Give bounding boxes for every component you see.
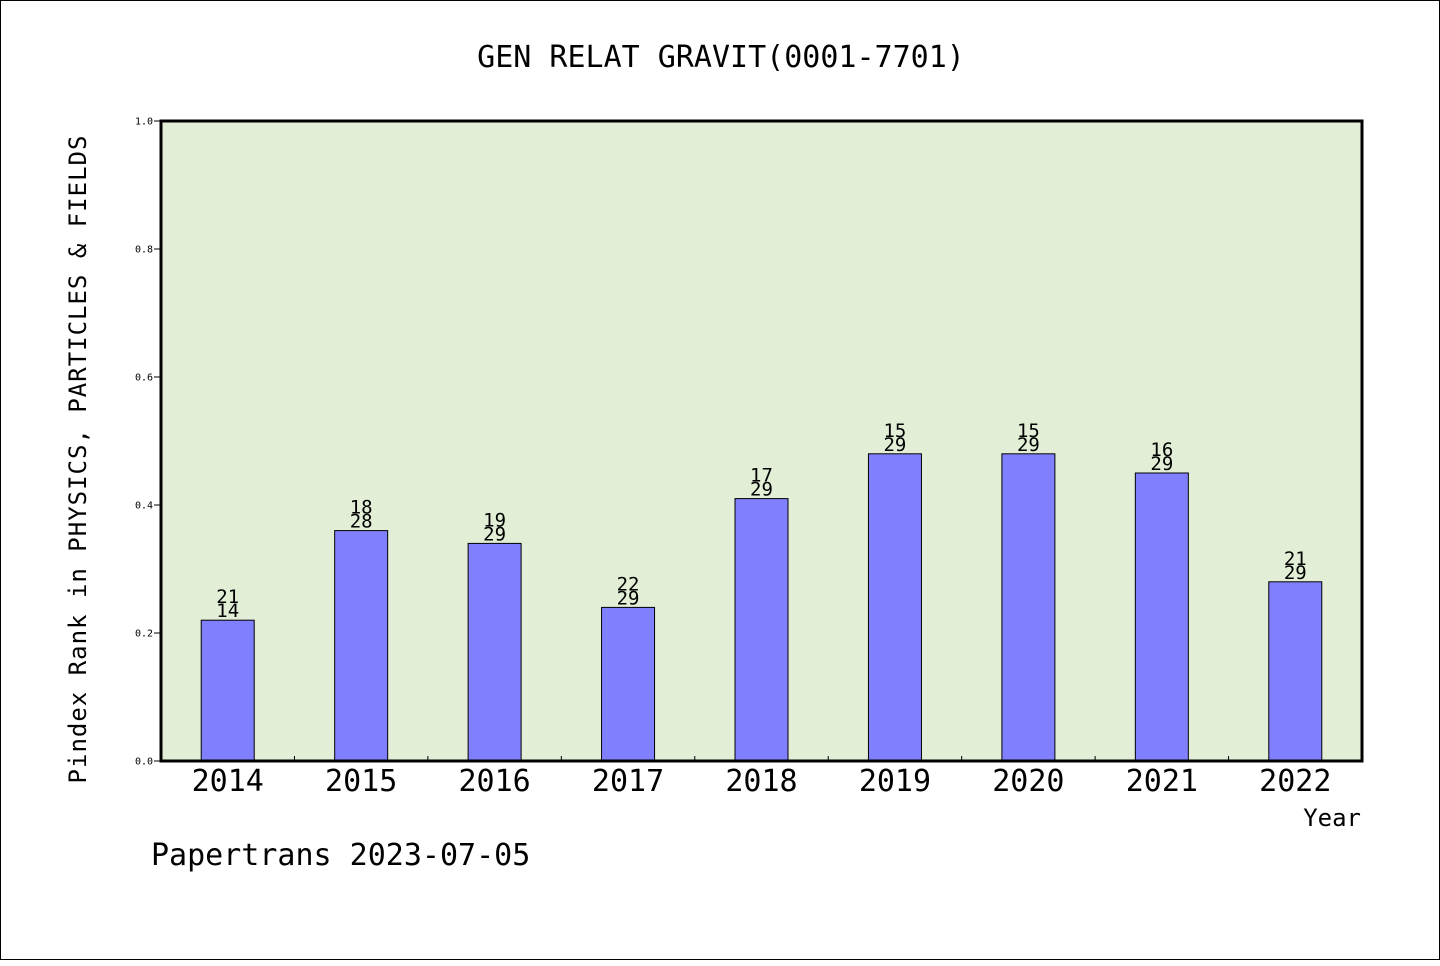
bar-2018 bbox=[734, 498, 789, 762]
bar-2015 bbox=[334, 530, 389, 762]
data-label-rank: 15 bbox=[883, 420, 906, 442]
y-axis-label: Pindex Rank in PHYSICS, PARTICLES & FIEL… bbox=[64, 135, 92, 784]
x-tick-label: 2015 bbox=[325, 764, 397, 799]
data-label-rank: 19 bbox=[483, 509, 506, 531]
bar-2014 bbox=[200, 619, 255, 762]
data-label-total: 28 bbox=[350, 511, 373, 533]
data-label-rank: 15 bbox=[1017, 420, 1040, 442]
footer-credit: Papertrans 2023-07-05 bbox=[151, 838, 530, 873]
data-label-rank: 21 bbox=[1284, 548, 1307, 570]
x-tick-label: 2016 bbox=[458, 764, 530, 799]
data-label-total: 14 bbox=[216, 600, 239, 622]
bar-2016 bbox=[467, 542, 522, 762]
data-label-rank: 17 bbox=[750, 465, 773, 487]
x-tick-label: 2020 bbox=[992, 764, 1064, 799]
y-tick-label: 1.0 bbox=[135, 117, 153, 128]
data-label-total: 29 bbox=[883, 434, 906, 456]
data-label-rank: 22 bbox=[617, 573, 640, 595]
data-label-total: 29 bbox=[1150, 453, 1173, 475]
x-tick-label: 2022 bbox=[1259, 764, 1331, 799]
x-tick-label: 2021 bbox=[1126, 764, 1198, 799]
y-tick-label: 0.4 bbox=[135, 501, 153, 512]
data-label-rank: 18 bbox=[350, 497, 373, 519]
plot-border bbox=[159, 119, 1364, 763]
x-tick-label: 2014 bbox=[192, 764, 264, 799]
x-axis-ticks: 2014 2015 2016 2017 2018 2019 2020 2021 2022 bbox=[192, 756, 1331, 799]
x-tick-label: 2019 bbox=[859, 764, 931, 799]
y-axis-ticks: 0.0 0.2 0.4 0.6 0.8 1.0 bbox=[135, 117, 161, 768]
y-tick-label: 0.0 bbox=[135, 757, 153, 768]
bar-2020 bbox=[1001, 453, 1056, 762]
y-tick-label: 0.2 bbox=[135, 629, 153, 640]
x-axis-label: Year bbox=[1303, 804, 1361, 832]
bar-2017 bbox=[601, 606, 656, 762]
data-label-rank: 21 bbox=[216, 586, 239, 608]
bar-2022 bbox=[1268, 581, 1323, 762]
x-tick-label: 2018 bbox=[725, 764, 797, 799]
bars bbox=[200, 453, 1323, 762]
data-label-total: 29 bbox=[1284, 562, 1307, 584]
chart-title: GEN RELAT GRAVIT(0001-7701) bbox=[477, 40, 965, 75]
y-tick-label: 0.8 bbox=[135, 245, 153, 256]
data-label-rank: 16 bbox=[1150, 439, 1173, 461]
x-tick-label: 2017 bbox=[592, 764, 664, 799]
y-tick-label: 0.6 bbox=[135, 373, 153, 384]
data-label-total: 29 bbox=[1017, 434, 1040, 456]
data-label-total: 29 bbox=[617, 587, 640, 609]
data-label-total: 29 bbox=[483, 523, 506, 545]
data-label-total: 29 bbox=[750, 479, 773, 501]
bar-2021 bbox=[1134, 472, 1189, 762]
bar-2019 bbox=[867, 453, 922, 762]
